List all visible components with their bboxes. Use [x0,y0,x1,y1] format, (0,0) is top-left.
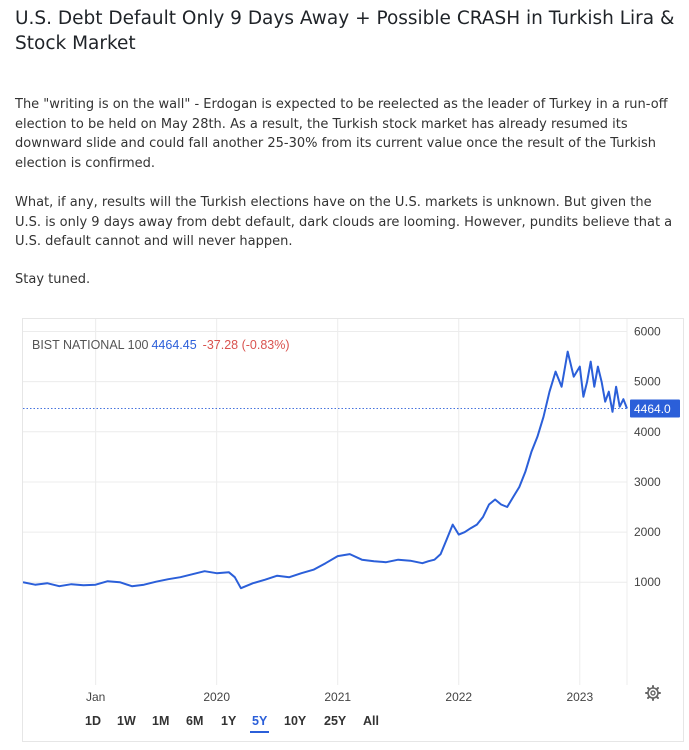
range-button-1d[interactable]: 1D [85,714,101,728]
range-button-1m[interactable]: 1M [152,714,170,728]
y-tick-label: 6000 [634,325,661,339]
x-tick-label: 2023 [566,690,593,704]
index-name: BIST NATIONAL 100 [32,338,149,352]
series-line [23,350,628,590]
range-button-6m[interactable]: 6M [186,714,204,728]
range-button-1y[interactable]: 1Y [221,714,237,728]
range-button-all[interactable]: All [363,714,379,728]
range-button-1w[interactable]: 1W [117,714,136,728]
range-button-10y[interactable]: 10Y [284,714,307,728]
y-tick-label: 1000 [634,575,661,589]
index-price: 4464.45 [151,338,197,352]
range-button-25y[interactable]: 25Y [324,714,347,728]
x-tick-label: 2021 [324,690,351,704]
article-paragraph-3: Stay tuned. [15,272,91,287]
article-paragraph-2: What, if any, results will the Turkish e… [15,195,673,249]
last-value-tag [630,399,680,418]
range-button-5y[interactable]: 5Y [250,714,270,733]
range-selector: 1D 1W 1M 6M 1Y 5Y 10Y 25Y All [23,711,663,735]
chart-header: BIST NATIONAL 100 4464.45 -37.28 (-0.83%) [32,338,290,352]
last-value-label: 4464.0 [634,402,671,416]
y-tick-label: 3000 [634,475,661,489]
chart-canvas[interactable]: 1000 2000 3000 4000 5000 6000 Jan 2020 2021 2022 2… [23,319,683,709]
article-title: U.S. Debt Default Only 9 Days Away + Pos… [15,8,675,54]
article-paragraph-1: The "writing is on the wall" - Erdogan i… [15,97,668,171]
x-tick-label: Jan [86,690,105,704]
y-tick-label: 4000 [634,425,661,439]
gear-icon[interactable] [645,685,661,701]
index-change: -37.28 (-0.83%) [202,338,290,352]
x-tick-label: 2020 [203,690,230,704]
stock-chart-widget: 1000 2000 3000 4000 5000 6000 Jan 2020 2021 2022 2… [22,318,684,742]
y-tick-label: 5000 [634,375,661,389]
x-tick-label: 2022 [445,690,472,704]
y-tick-label: 2000 [634,525,661,539]
